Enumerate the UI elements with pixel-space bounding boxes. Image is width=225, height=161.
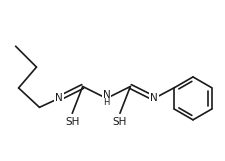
Text: SH: SH <box>113 117 127 127</box>
Text: N: N <box>150 93 158 103</box>
Text: N: N <box>103 90 110 99</box>
Text: H: H <box>103 98 110 107</box>
Text: N: N <box>55 93 63 103</box>
Text: SH: SH <box>65 117 79 127</box>
